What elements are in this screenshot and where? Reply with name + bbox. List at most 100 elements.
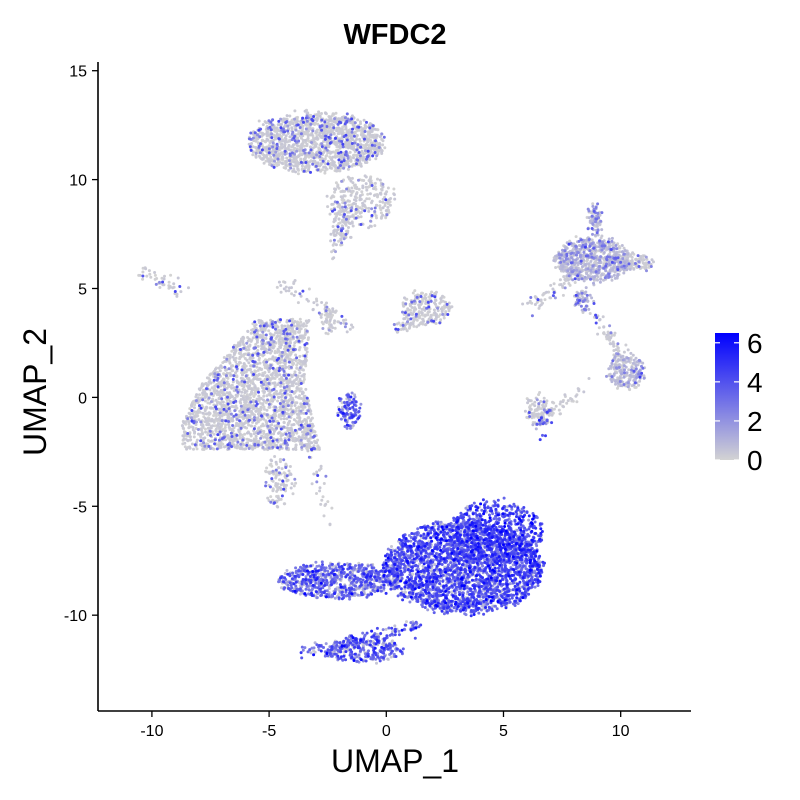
cell-point: [318, 486, 322, 490]
cell-point: [315, 128, 319, 132]
cell-point: [537, 306, 541, 310]
cell-point: [217, 407, 221, 411]
cell-point: [402, 317, 406, 321]
cell-point: [149, 275, 153, 279]
cell-point: [248, 367, 252, 371]
cell-point: [245, 358, 249, 362]
cell-point: [196, 396, 200, 400]
cell-point: [333, 310, 337, 314]
cell-point: [300, 339, 304, 343]
cell-point: [639, 255, 643, 258]
cell-point: [188, 407, 192, 411]
cell-point: [305, 297, 309, 301]
cell-point: [331, 225, 335, 228]
cell-point: [188, 412, 192, 416]
cell-point: [321, 495, 325, 499]
cell-point: [434, 298, 438, 302]
cell-point: [301, 430, 304, 434]
cell-point: [440, 310, 444, 313]
cell-point: [539, 407, 543, 411]
cell-point: [254, 409, 258, 413]
cell-point: [411, 572, 415, 576]
cell-point: [283, 140, 287, 144]
cell-point: [335, 129, 339, 133]
cell-point: [213, 424, 217, 428]
cell-point: [277, 466, 281, 470]
cell-point: [596, 332, 600, 336]
cell-point: [292, 362, 296, 365]
cell-point: [297, 348, 301, 352]
cell-point: [334, 111, 338, 115]
cell-point: [255, 377, 259, 381]
cell-point: [295, 164, 299, 168]
cell-point: [423, 297, 427, 300]
cell-point: [219, 388, 223, 392]
cell-point: [244, 447, 248, 451]
cell-point: [545, 290, 548, 294]
cell-point: [231, 439, 235, 443]
cell-point: [337, 145, 341, 149]
cell-point: [306, 136, 310, 140]
cell-point: [209, 426, 213, 430]
cell-point: [588, 312, 592, 315]
cell-point: [539, 303, 543, 307]
cell-point: [332, 229, 336, 233]
cell-point: [244, 364, 248, 368]
cell-point: [324, 331, 328, 335]
cell-point: [290, 358, 294, 362]
cell-point: [350, 323, 353, 327]
cell-point: [192, 447, 195, 451]
cell-point: [423, 294, 427, 298]
cell-point: [353, 198, 356, 202]
cell-point: [190, 404, 193, 408]
cell-point: [333, 218, 337, 222]
cell-point: [246, 330, 250, 333]
cell-point: [362, 144, 366, 147]
cell-point: [412, 317, 416, 321]
cell-point: [551, 400, 554, 404]
cell-point: [320, 112, 323, 115]
cell-point: [280, 161, 284, 165]
cell-point: [438, 313, 442, 317]
cell-point: [227, 425, 231, 429]
cell-point: [299, 136, 303, 140]
cell-point: [296, 144, 299, 148]
cell-point: [353, 195, 357, 199]
cell-point: [376, 177, 379, 181]
cell-point: [228, 361, 232, 365]
cell-point: [320, 320, 324, 324]
cell-point: [433, 301, 436, 305]
cell-point: [204, 430, 208, 434]
cell-point: [545, 399, 549, 403]
cell-point: [552, 282, 556, 286]
cell-point: [365, 197, 369, 201]
cell-point: [288, 393, 292, 397]
cell-point: [551, 287, 555, 291]
cell-point: [238, 341, 242, 345]
cell-point: [242, 343, 246, 346]
cell-point: [363, 199, 367, 203]
cell-point: [252, 438, 256, 442]
cell-point: [421, 297, 425, 301]
cell-point: [312, 472, 316, 476]
cell-point: [541, 403, 545, 407]
cell-point: [264, 337, 268, 340]
cell-point: [234, 404, 238, 408]
cell-point: [283, 472, 287, 476]
cell-point: [379, 216, 383, 220]
cell-point: [563, 277, 567, 281]
cell-point: [292, 344, 296, 348]
cell-point: [322, 482, 326, 485]
cell-point: [528, 299, 532, 303]
cell-point: [251, 447, 255, 451]
cell-point: [365, 138, 369, 142]
cell-point: [262, 405, 266, 409]
cell-point: [297, 154, 301, 158]
cell-point: [254, 421, 258, 425]
cell-point: [324, 154, 328, 158]
cell-point: [307, 319, 311, 322]
cell-point: [296, 167, 300, 171]
cell-point: [381, 185, 385, 189]
cell-point: [224, 423, 228, 427]
cell-point: [559, 283, 563, 286]
